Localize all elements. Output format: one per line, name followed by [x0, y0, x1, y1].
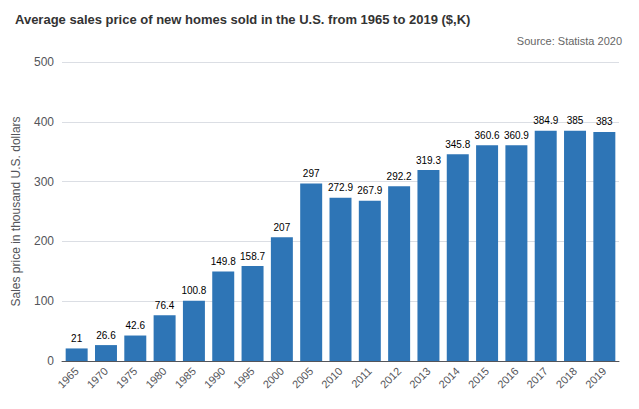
svg-text:360.9: 360.9: [504, 130, 529, 141]
svg-text:2005: 2005: [290, 365, 316, 391]
svg-text:2018: 2018: [554, 365, 580, 391]
svg-text:383: 383: [596, 116, 613, 127]
svg-text:158.7: 158.7: [240, 251, 265, 262]
svg-text:200: 200: [34, 234, 54, 248]
svg-text:76.4: 76.4: [155, 300, 175, 311]
svg-text:Source: Statista 2020: Source: Statista 2020: [517, 35, 622, 47]
svg-text:500: 500: [34, 55, 54, 69]
svg-text:26.6: 26.6: [96, 330, 116, 341]
svg-text:1980: 1980: [143, 365, 169, 391]
svg-text:384.9: 384.9: [533, 115, 558, 126]
svg-text:297: 297: [303, 168, 320, 179]
svg-text:100: 100: [34, 294, 54, 308]
svg-text:0: 0: [47, 354, 54, 368]
svg-text:292.2: 292.2: [387, 171, 412, 182]
svg-text:2015: 2015: [466, 365, 492, 391]
svg-text:2000: 2000: [260, 365, 286, 391]
svg-text:1985: 1985: [172, 365, 198, 391]
svg-text:2013: 2013: [407, 365, 433, 391]
svg-text:207: 207: [274, 222, 291, 233]
svg-text:360.6: 360.6: [475, 130, 500, 141]
svg-text:385: 385: [567, 115, 584, 126]
svg-text:2019: 2019: [583, 365, 609, 391]
svg-text:2012: 2012: [378, 365, 404, 391]
svg-text:345.8: 345.8: [445, 139, 470, 150]
svg-text:2010: 2010: [319, 365, 345, 391]
svg-text:42.6: 42.6: [126, 320, 146, 331]
svg-text:1970: 1970: [84, 365, 110, 391]
svg-text:1995: 1995: [231, 365, 257, 391]
svg-text:272.9: 272.9: [328, 182, 353, 193]
svg-text:267.9: 267.9: [357, 185, 382, 196]
svg-text:319.3: 319.3: [416, 155, 441, 166]
svg-text:21: 21: [71, 333, 83, 344]
svg-text:Sales price in thousand U.S. d: Sales price in thousand U.S. dollars: [9, 116, 23, 306]
svg-text:1975: 1975: [114, 365, 140, 391]
svg-text:2016: 2016: [495, 365, 521, 391]
svg-text:400: 400: [34, 115, 54, 129]
svg-text:1990: 1990: [202, 365, 228, 391]
svg-text:1965: 1965: [55, 365, 81, 391]
svg-text:2014: 2014: [436, 365, 462, 391]
svg-text:300: 300: [34, 175, 54, 189]
svg-text:2017: 2017: [524, 365, 550, 391]
svg-text:2011: 2011: [349, 365, 374, 390]
svg-text:149.8: 149.8: [211, 256, 236, 267]
svg-text:100.8: 100.8: [181, 285, 206, 296]
svg-text:Average sales price of new hom: Average sales price of new homes sold in…: [15, 12, 470, 27]
